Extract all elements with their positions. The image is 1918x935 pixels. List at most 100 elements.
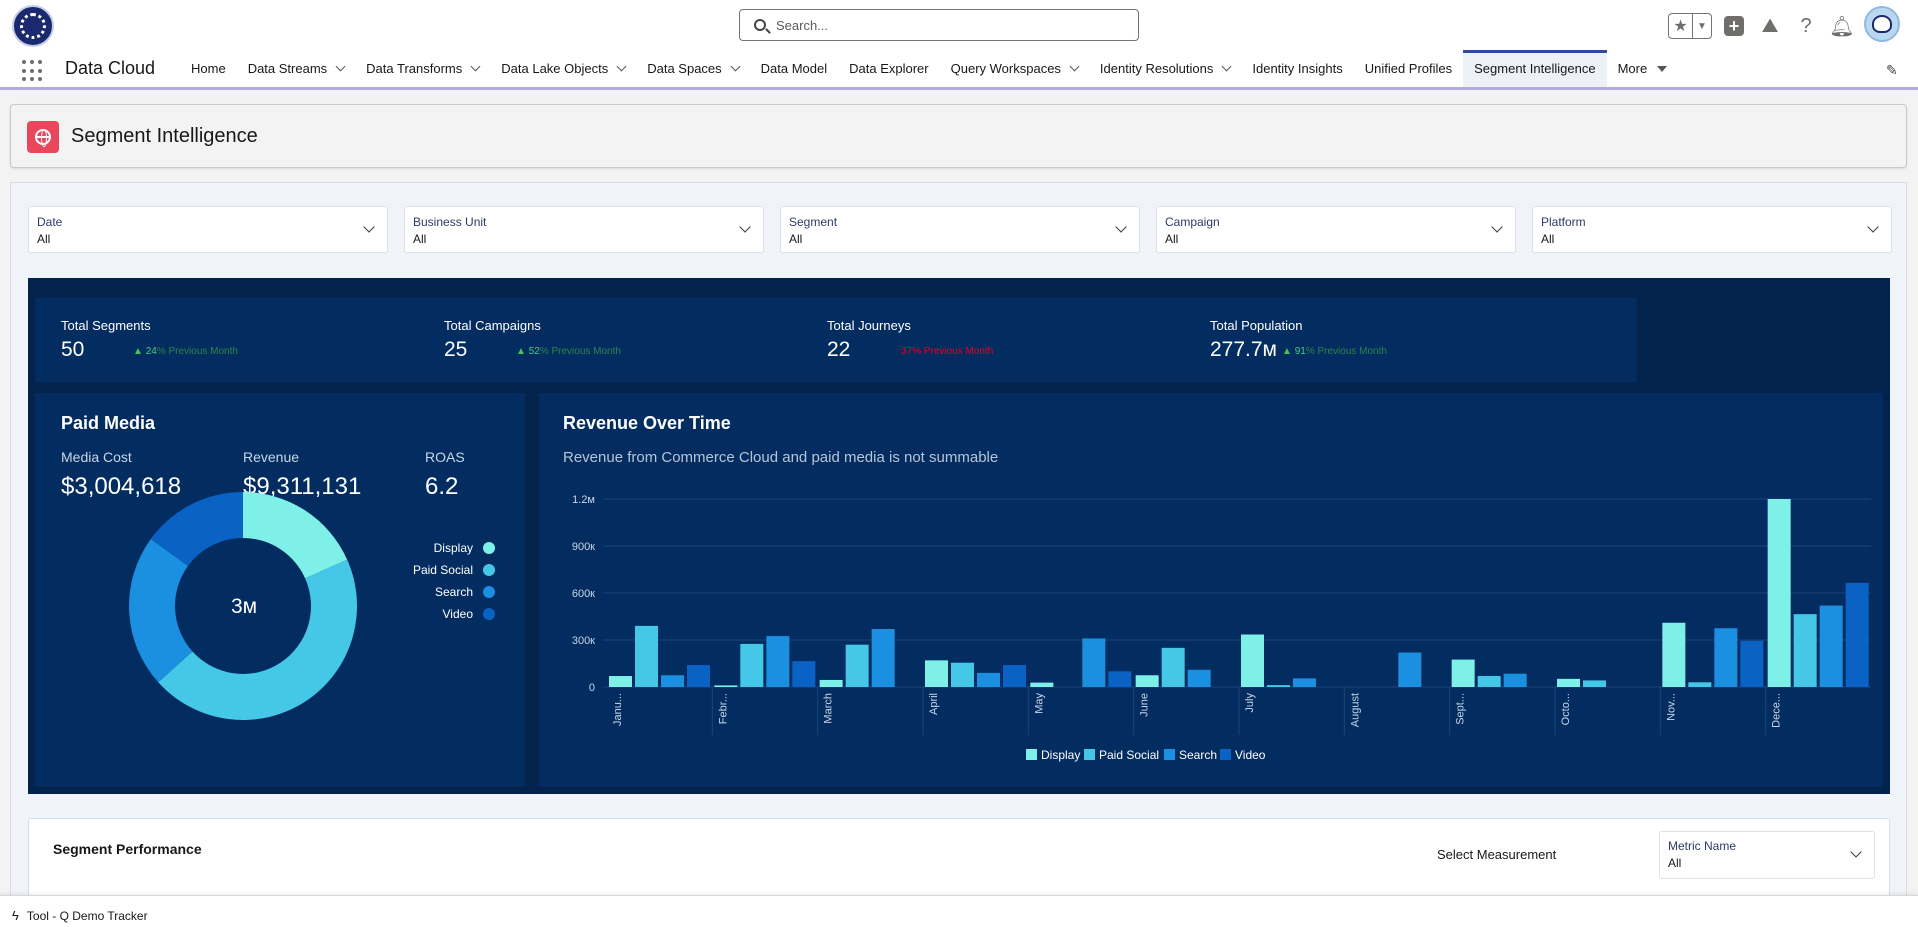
donut-legend-item[interactable]: Video <box>375 603 495 625</box>
bar-display-10[interactable] <box>1662 622 1686 687</box>
global-search-input[interactable]: Search... <box>739 9 1139 41</box>
bar-video-1[interactable] <box>792 661 816 687</box>
bar-legend-label[interactable]: Video <box>1235 748 1266 762</box>
app-launcher-icon[interactable] <box>22 60 44 82</box>
bar-display-8[interactable] <box>1451 659 1475 687</box>
bar-video-0[interactable] <box>687 665 710 687</box>
utility-item-demo-tracker[interactable]: ϟ Tool - Q Demo Tracker <box>12 908 148 923</box>
chevron-down-icon[interactable] <box>470 61 481 72</box>
bar-legend-label[interactable]: Display <box>1041 748 1080 762</box>
donut-legend-item[interactable]: Paid Social <box>375 559 495 581</box>
kpi-delta-text: % Previous Month <box>1305 346 1387 357</box>
donut-legend-item[interactable]: Display <box>375 537 495 559</box>
chevron-down-icon[interactable] <box>616 61 627 72</box>
donut-legend-item[interactable]: Search <box>375 581 495 603</box>
filter-segment[interactable]: Segment All <box>780 206 1140 253</box>
bar-search-11[interactable] <box>1819 605 1843 687</box>
nav-tab-identity-resolutions[interactable]: Identity Resolutions <box>1089 50 1241 87</box>
metric-name-dropdown[interactable]: Metric Name All <box>1659 831 1875 879</box>
bar-video-3[interactable] <box>1003 665 1026 687</box>
bar-legend-label[interactable]: Search <box>1179 748 1217 762</box>
revenue-over-time-card: Revenue Over Time Revenue from Commerce … <box>539 393 1883 787</box>
favorites-dropdown-icon[interactable]: ▼ <box>1697 20 1707 32</box>
nav-tab-label: Query Workspaces <box>950 61 1061 76</box>
nav-tab-query-workspaces[interactable]: Query Workspaces <box>940 50 1089 87</box>
filter-platform[interactable]: Platform All <box>1532 206 1892 253</box>
filter-date[interactable]: Date All <box>28 206 388 253</box>
nav-more-menu[interactable]: More <box>1607 50 1679 87</box>
org-logo[interactable] <box>12 5 54 47</box>
bar-display-5[interactable] <box>1135 675 1159 687</box>
bar-paid-social-2[interactable] <box>845 644 869 687</box>
bar-video-11[interactable] <box>1845 582 1869 687</box>
bar-search-8[interactable] <box>1503 673 1527 687</box>
filter-value: All <box>413 232 427 246</box>
bar-display-1[interactable] <box>714 685 738 687</box>
bar-display-2[interactable] <box>819 679 843 687</box>
bar-legend-label[interactable]: Paid Social <box>1099 748 1159 762</box>
bar-display-9[interactable] <box>1557 678 1580 687</box>
donut-slice-display[interactable] <box>243 492 348 579</box>
notifications-bell-icon[interactable]: 🔔︎ <box>1829 15 1855 38</box>
chevron-down-icon[interactable] <box>1069 61 1080 72</box>
edit-nav-pencil-icon[interactable]: ✎ <box>1886 62 1898 78</box>
nav-tab-data-streams[interactable]: Data Streams <box>237 50 355 87</box>
chevron-down-icon[interactable] <box>335 61 346 72</box>
bar-video-4[interactable] <box>1108 671 1132 687</box>
global-actions-icon[interactable]: + <box>1720 12 1748 40</box>
nav-tab-segment-intelligence[interactable]: Segment Intelligence <box>1463 50 1607 87</box>
bar-display-6[interactable] <box>1241 634 1264 687</box>
bar-search-7[interactable] <box>1398 652 1422 687</box>
bar-paid-social-6[interactable] <box>1267 685 1290 687</box>
nav-tab-data-model[interactable]: Data Model <box>750 50 838 87</box>
bar-paid-social-8[interactable] <box>1477 676 1501 687</box>
bar-paid-social-5[interactable] <box>1161 647 1185 687</box>
arrow-up-icon: ▲ <box>516 346 529 357</box>
bar-search-0[interactable] <box>661 675 684 687</box>
kpi-value: 277.7м <box>1210 338 1277 361</box>
nav-tab-unified-profiles[interactable]: Unified Profiles <box>1354 50 1463 87</box>
bar-search-5[interactable] <box>1187 669 1211 687</box>
nav-tab-data-explorer[interactable]: Data Explorer <box>838 50 939 87</box>
bar-display-3[interactable] <box>925 660 948 687</box>
filter-bar: Date All Business Unit All Segment All Campaig… <box>28 206 1892 253</box>
bar-search-10[interactable] <box>1714 628 1738 687</box>
nav-tab-identity-insights[interactable]: Identity Insights <box>1241 50 1353 87</box>
bar-video-10[interactable] <box>1740 640 1764 687</box>
avatar-face-icon <box>1872 15 1892 33</box>
user-avatar[interactable] <box>1864 6 1900 42</box>
metric-name-value: All <box>1668 856 1682 870</box>
bar-search-2[interactable] <box>871 629 895 687</box>
donut-slice-paid-social[interactable] <box>158 559 358 720</box>
bar-display-11[interactable] <box>1767 499 1791 687</box>
chevron-down-icon[interactable] <box>1221 61 1232 72</box>
bar-paid-social-11[interactable] <box>1793 614 1817 687</box>
bar-paid-social-9[interactable] <box>1583 680 1606 687</box>
trailhead-icon[interactable]: ⛰ <box>1761 14 1779 37</box>
roas-label: ROAS <box>425 449 465 465</box>
bar-paid-social-1[interactable] <box>740 643 764 687</box>
donut-slice-search[interactable] <box>129 538 193 683</box>
bar-search-1[interactable] <box>766 636 790 687</box>
bar-display-4[interactable] <box>1030 682 1054 687</box>
help-icon[interactable]: ? <box>1800 14 1812 37</box>
roas-value: 6.2 <box>425 473 459 500</box>
bar-paid-social-10[interactable] <box>1688 682 1712 687</box>
nav-tab-home[interactable]: Home <box>180 50 237 87</box>
nav-tab-data-transforms[interactable]: Data Transforms <box>355 50 490 87</box>
bar-paid-social-3[interactable] <box>951 662 974 687</box>
bar-paid-social-0[interactable] <box>635 625 658 687</box>
kpi-card-total-journeys: Total Journeys 22 37% Previous Month <box>801 298 1254 382</box>
nav-tab-data-spaces[interactable]: Data Spaces <box>636 50 749 87</box>
bar-search-3[interactable] <box>977 672 1000 687</box>
filter-campaign[interactable]: Campaign All <box>1156 206 1516 253</box>
kpi-delta-number: 37 <box>901 346 913 357</box>
nav-tab-data-lake-objects[interactable]: Data Lake Objects <box>490 50 636 87</box>
favorites-star-icon[interactable]: ★ <box>1669 14 1693 38</box>
filter-business-unit[interactable]: Business Unit All <box>404 206 764 253</box>
chevron-down-icon[interactable] <box>730 61 741 72</box>
bar-search-4[interactable] <box>1082 638 1106 687</box>
donut-slice-video[interactable] <box>150 492 243 567</box>
bar-display-0[interactable] <box>609 676 632 687</box>
bar-search-6[interactable] <box>1293 678 1316 687</box>
